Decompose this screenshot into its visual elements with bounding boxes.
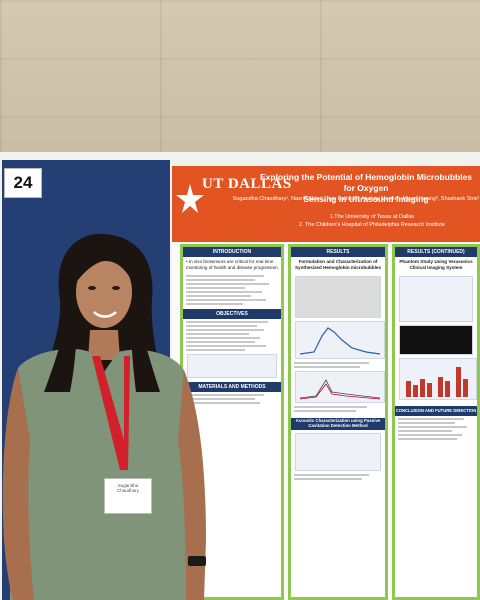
poster-column-results: RESULTS Formulation and Characterization… (288, 244, 388, 600)
methods-heading: MATERIALS AND METHODS (183, 382, 281, 393)
badge-name: Sugandha Chaudhary (116, 483, 139, 493)
column-heading: INTRODUCTION (183, 247, 281, 257)
poster-column-results-continued: RESULTS (CONTINUED) Phantom Study Using … (392, 244, 480, 600)
wall-background (0, 0, 480, 170)
absorbance-spectrum-chart (295, 371, 385, 404)
results-subheading: Formulation and Characterization of Synt… (294, 259, 382, 271)
poster-title: Exploring the Potential of Hemoglobin Mi… (254, 172, 478, 205)
ultrasound-image-figure (399, 325, 473, 356)
poster-authors: Sugandha Chaudhary¹, Nasrin Akter¹, Teja… (232, 196, 480, 202)
ut-dallas-star-logo-icon (176, 184, 204, 213)
column-heading: RESULTS (CONTINUED) (395, 247, 477, 257)
size-distribution-chart (295, 321, 385, 360)
acoustic-heading: Acoustic Characterization using Passive … (291, 418, 385, 431)
poster-title-line1: Exploring the Potential of Hemoglobin Mi… (259, 172, 473, 193)
microscopy-figure (295, 276, 381, 319)
pcd-setup-figure (295, 433, 381, 472)
intro-text: • In vivo biosensors are critical for re… (186, 259, 278, 271)
bar-chart-figure (399, 358, 477, 401)
phantom-setup-figure (399, 276, 473, 323)
affiliation-1: 1.The University of Texas at Dallas (329, 214, 415, 220)
poster-logo: UT DALLAS (202, 176, 292, 192)
booth-number-tag: 24 (4, 168, 42, 198)
name-badge: Sugandha Chaudhary (104, 478, 152, 514)
affiliation-2: 2. The Children's Hospital of Philadelph… (298, 222, 446, 228)
presenter-person (2, 233, 206, 600)
phantom-subheading: Phantom Study Using Verasonics Clinical … (399, 259, 473, 271)
conclusion-heading: CONCLUSION AND FUTURE DIRECTION (395, 406, 477, 417)
methods-schematic-figure (187, 354, 277, 379)
poster-affiliations: 1.The University of Texas at Dallas 2. T… (272, 213, 472, 229)
poster-title-line2: Sensing in Ultrasound Imaging (303, 194, 429, 204)
objectives-heading: OBJECTIVES (183, 309, 281, 320)
column-heading: RESULTS (291, 247, 385, 257)
research-poster: UT DALLAS Exploring the Potential of Hem… (172, 166, 480, 600)
poster-banner: UT DALLAS Exploring the Potential of Hem… (172, 166, 480, 242)
